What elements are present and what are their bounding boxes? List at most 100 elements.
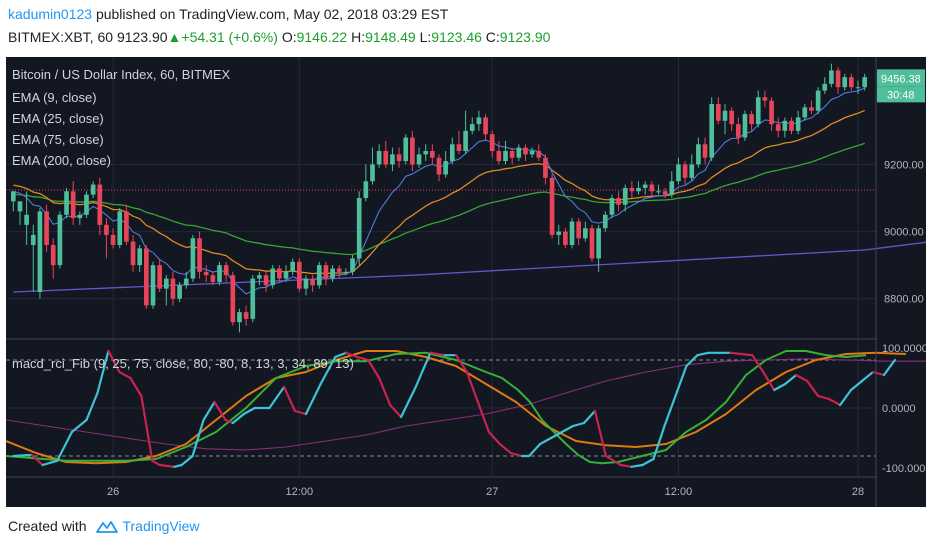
low-label: L: <box>419 29 432 45</box>
chart-area[interactable]: 9200.009000.008800.002612:002712:002812:… <box>5 57 932 507</box>
candle-body <box>310 278 315 286</box>
rci-short-segment <box>12 453 33 458</box>
candle-body <box>822 83 828 91</box>
candle-body <box>370 164 375 182</box>
price-tick-label: 8800.00 <box>884 294 924 306</box>
macd-line <box>5 358 926 451</box>
time-tick-label: 12:00 <box>286 486 314 498</box>
candle-body <box>203 271 209 276</box>
candle-body <box>290 261 296 272</box>
candle-body <box>549 177 555 235</box>
rci-short-segment <box>685 354 699 368</box>
candle-body <box>509 151 515 158</box>
candle-body <box>483 117 488 135</box>
candle-body <box>649 184 655 192</box>
legend-ema25[interactable]: EMA (25, close) <box>12 111 104 126</box>
high-value: 9148.49 <box>365 29 416 45</box>
candle-body <box>396 154 402 162</box>
candle-body <box>789 120 794 131</box>
candle-body <box>177 285 182 299</box>
candle-body <box>689 164 695 178</box>
price-tick-label: 9200.00 <box>884 159 924 171</box>
candle-body <box>144 248 149 306</box>
rci-short-segment <box>96 349 110 395</box>
legend-ema75[interactable]: EMA (75, close) <box>12 132 104 147</box>
candle-body <box>682 164 688 178</box>
candle-body <box>410 137 415 165</box>
time-tick-label: 26 <box>107 486 119 498</box>
candle-body <box>802 107 808 118</box>
candle-body <box>556 231 562 235</box>
rci-short-segment <box>674 364 688 398</box>
candle-body <box>809 107 814 111</box>
rci-short-segment <box>151 459 161 467</box>
rci-short-segment <box>56 430 73 462</box>
candle-body <box>436 157 442 175</box>
legend-indicator[interactable]: macd_rci_Fib (9, 25, 75, close, 80, -80,… <box>12 356 354 371</box>
candle-body <box>376 151 382 165</box>
candle-body <box>77 214 83 219</box>
rci-short-segment <box>593 409 608 458</box>
candle-body <box>163 278 169 289</box>
candle-body <box>150 265 156 306</box>
candle-body <box>277 268 282 279</box>
candle-body <box>190 238 196 279</box>
rci-short-segment <box>293 409 308 416</box>
candle-body <box>403 137 409 162</box>
candle-body <box>516 147 522 158</box>
candle-body <box>576 221 582 239</box>
rci-short-segment <box>509 451 523 458</box>
candle-body <box>356 198 362 259</box>
candle-body <box>323 265 329 279</box>
rci-short-segment <box>378 376 392 407</box>
footer: Created with TradingView <box>8 518 200 534</box>
candle-body <box>336 268 342 272</box>
rci-short-segment <box>729 351 743 356</box>
candle-body <box>629 187 635 192</box>
rci-short-segment <box>619 463 633 468</box>
candle-body <box>443 161 448 175</box>
publish-text: published on TradingView.com, May 02, 20… <box>95 6 449 22</box>
candle-body <box>496 151 502 162</box>
candle-body <box>416 154 422 165</box>
candle-body <box>842 77 848 88</box>
close-value: 9123.90 <box>499 29 551 45</box>
candle-body <box>197 238 202 272</box>
candle-body <box>489 134 495 151</box>
candle-body <box>829 70 834 84</box>
close-label: C: <box>485 29 500 45</box>
candle-body <box>642 184 648 188</box>
rci-short-segment <box>231 412 245 425</box>
rci-short-segment <box>652 424 666 461</box>
up-triangle-icon: ▲ <box>167 29 182 45</box>
candle-body <box>775 124 781 131</box>
candle-body <box>622 187 628 205</box>
candle-body <box>183 278 189 286</box>
candle-body <box>44 211 49 245</box>
rci-short-segment <box>849 379 864 392</box>
rci-short-segment <box>319 355 337 386</box>
chart-svg[interactable]: 9200.009000.008800.002612:002712:002812:… <box>5 57 932 507</box>
rci-mid-line <box>5 350 867 465</box>
rci-short-segment <box>191 418 205 458</box>
candle-body <box>469 124 475 131</box>
rci-short-segment <box>663 394 677 428</box>
tradingview-link[interactable]: TradingView <box>122 518 200 534</box>
candle-body <box>84 194 89 215</box>
candle-body <box>543 157 548 178</box>
timer-text: 30:48 <box>887 89 915 101</box>
candle-body <box>130 241 136 266</box>
rci-short-segment <box>476 400 490 434</box>
candle-body <box>755 97 761 125</box>
rci-short-segment <box>528 442 542 458</box>
rci-short-segment <box>538 436 553 446</box>
candle-body <box>463 130 468 151</box>
candle-body <box>862 77 868 88</box>
rci-short-segment <box>784 373 798 386</box>
legend-ema200[interactable]: EMA (200, close) <box>12 153 111 168</box>
candle-body <box>24 214 29 225</box>
rci-short-segment <box>268 385 286 410</box>
legend-ema9[interactable]: EMA (9, close) <box>12 90 97 105</box>
author-link[interactable]: kadumin0123 <box>8 6 93 22</box>
price-tick-label: 9000.00 <box>884 227 924 239</box>
